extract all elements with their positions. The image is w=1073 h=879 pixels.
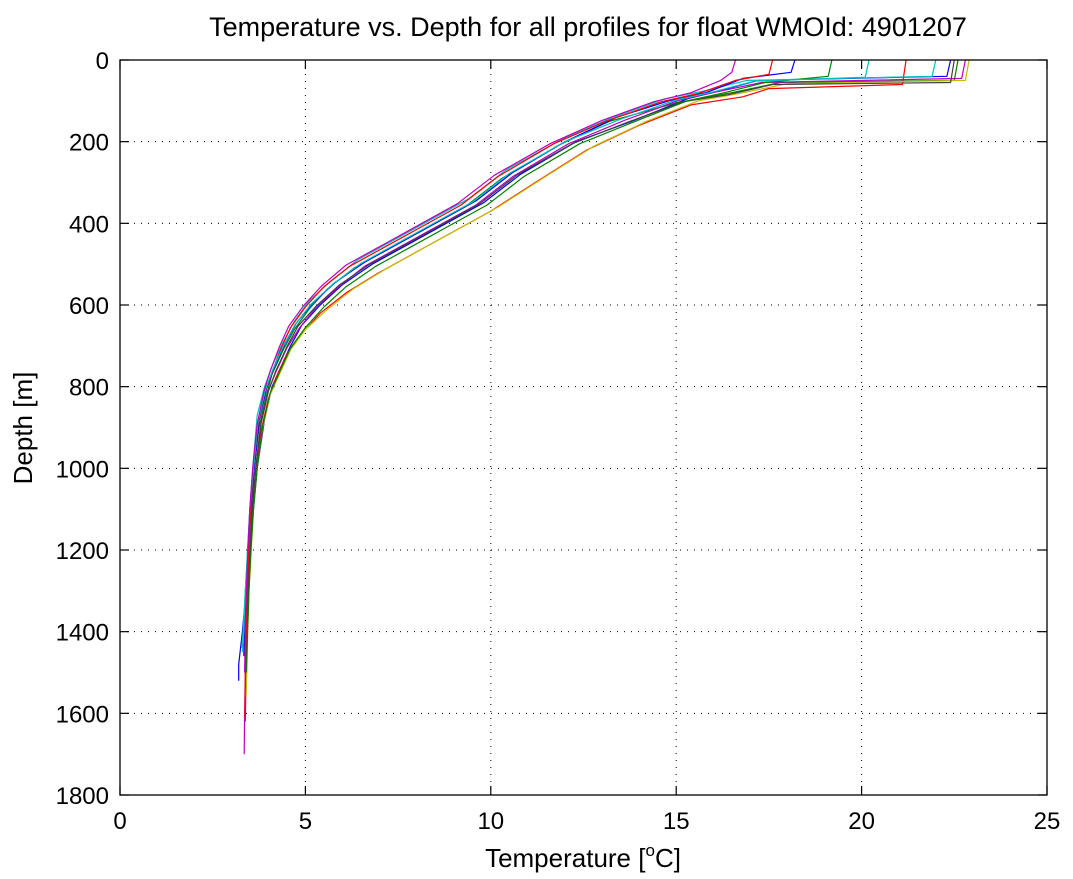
y-tick-label: 1600 (56, 701, 109, 728)
y-axis-ticks: 0 200 400 600 800 1000 1200 1400 1600 1800 (56, 48, 1047, 810)
y-tick-label: 1000 (56, 456, 109, 483)
y-tick-label: 0 (96, 48, 109, 75)
x-tick-label: 25 (1034, 808, 1061, 835)
x-axis-ticks: 0 5 10 15 20 25 (113, 60, 1060, 835)
x-axis-label-unit: C] (655, 843, 681, 873)
x-axis-label-main: Temperature [ (485, 843, 646, 873)
x-tick-label: 10 (477, 808, 504, 835)
plot-area-frame (119, 59, 1048, 796)
y-axis-label: Depth [m] (8, 372, 38, 485)
profile-line (245, 59, 833, 673)
y-tick-label: 1800 (56, 783, 109, 810)
profile-line (244, 59, 737, 673)
x-tick-label: 20 (848, 808, 875, 835)
x-tick-label: 5 (299, 808, 312, 835)
y-tick-label: 1200 (56, 538, 109, 565)
profile-line (244, 59, 774, 718)
y-tick-label: 400 (69, 211, 109, 238)
x-tick-label: 0 (113, 808, 126, 835)
x-tick-label: 15 (663, 808, 690, 835)
y-tick-label: 200 (69, 130, 109, 157)
x-axis-label-superscript: o (645, 841, 654, 860)
x-axis-label: Temperature [oC] (485, 841, 681, 873)
profile-lines (238, 59, 970, 755)
y-tick-label: 800 (69, 375, 109, 402)
y-tick-label: 1400 (56, 620, 109, 647)
y-tick-label: 600 (69, 293, 109, 320)
chart-title: Temperature vs. Depth for all profiles f… (209, 12, 967, 42)
